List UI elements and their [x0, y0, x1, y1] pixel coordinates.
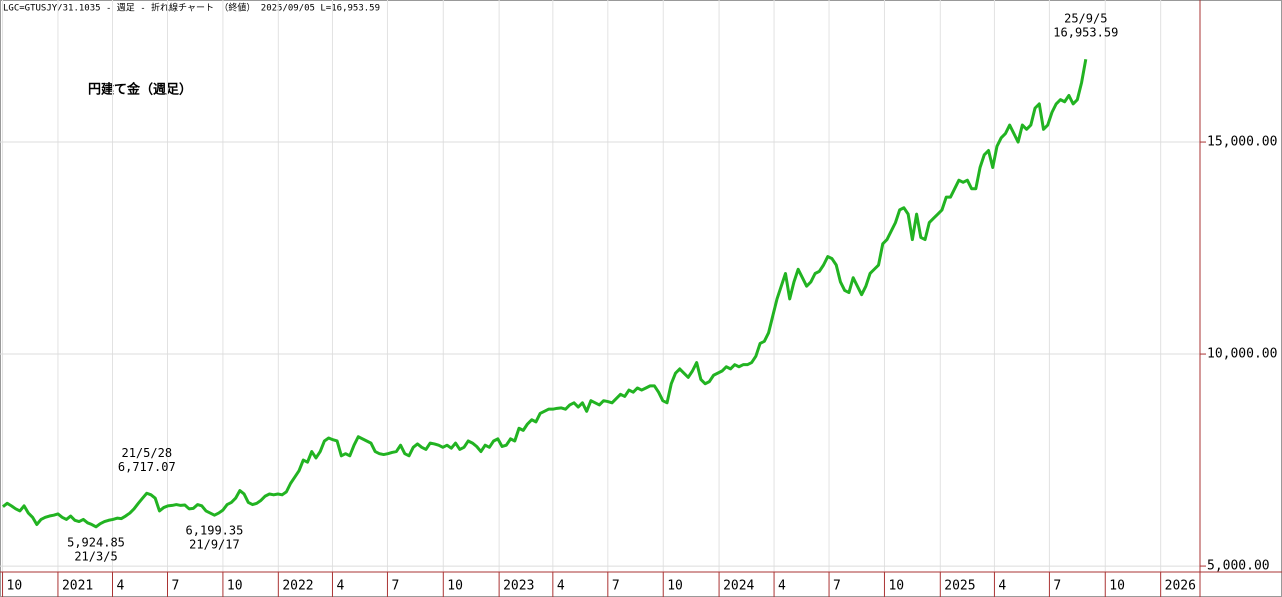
- x-tick-label: 4: [117, 579, 125, 594]
- x-tick-label: 7: [391, 579, 399, 594]
- x-tick-label: 7: [1053, 579, 1061, 594]
- annotation-date: 21/9/17: [189, 538, 240, 552]
- annotation-value: 5,924.85: [67, 535, 125, 549]
- x-tick-label: 10: [667, 579, 683, 594]
- x-tick-label: 2022: [282, 579, 313, 594]
- y-tick-label: 5,000.00: [1207, 559, 1270, 574]
- x-tick-label: 7: [172, 579, 180, 594]
- x-tick-label: 2023: [503, 579, 534, 594]
- chart-header: LGC=GTUSJY/31.1035 - 週足 - 折れ線チャート （終値） 2…: [3, 2, 380, 14]
- x-tick-label: 4: [778, 579, 786, 594]
- annotation-value: 6,199.35: [186, 524, 244, 538]
- y-tick-label: 10,000.00: [1207, 347, 1277, 362]
- x-tick-label: 10: [227, 579, 243, 594]
- x-tick-label: 4: [336, 579, 344, 594]
- x-tick-label: 4: [998, 579, 1006, 594]
- annotation-date: 25/9/5: [1064, 12, 1107, 26]
- annotation-date: 21/5/28: [121, 446, 172, 460]
- x-tick-label: 10: [7, 579, 23, 594]
- annotation-value: 6,717.07: [118, 460, 176, 474]
- x-tick-label: 2021: [62, 579, 93, 594]
- x-tick-label: 10: [447, 579, 463, 594]
- x-tick-label: 4: [557, 579, 565, 594]
- annotation-date: 21/3/5: [74, 549, 117, 563]
- y-tick-label: 15,000.00: [1207, 135, 1277, 150]
- x-tick-label: 2024: [723, 579, 754, 594]
- x-tick-label: 2025: [944, 579, 975, 594]
- data-line: [2, 58, 1088, 529]
- x-tick-label: 7: [833, 579, 841, 594]
- x-tick-label: 10: [888, 579, 904, 594]
- series-label: 円建て金（週足）: [88, 82, 192, 98]
- annotation-value: 16,953.59: [1053, 26, 1118, 40]
- x-tick-label: 7: [612, 579, 620, 594]
- x-tick-label: 2026: [1165, 579, 1196, 594]
- x-tick-label: 10: [1109, 579, 1125, 594]
